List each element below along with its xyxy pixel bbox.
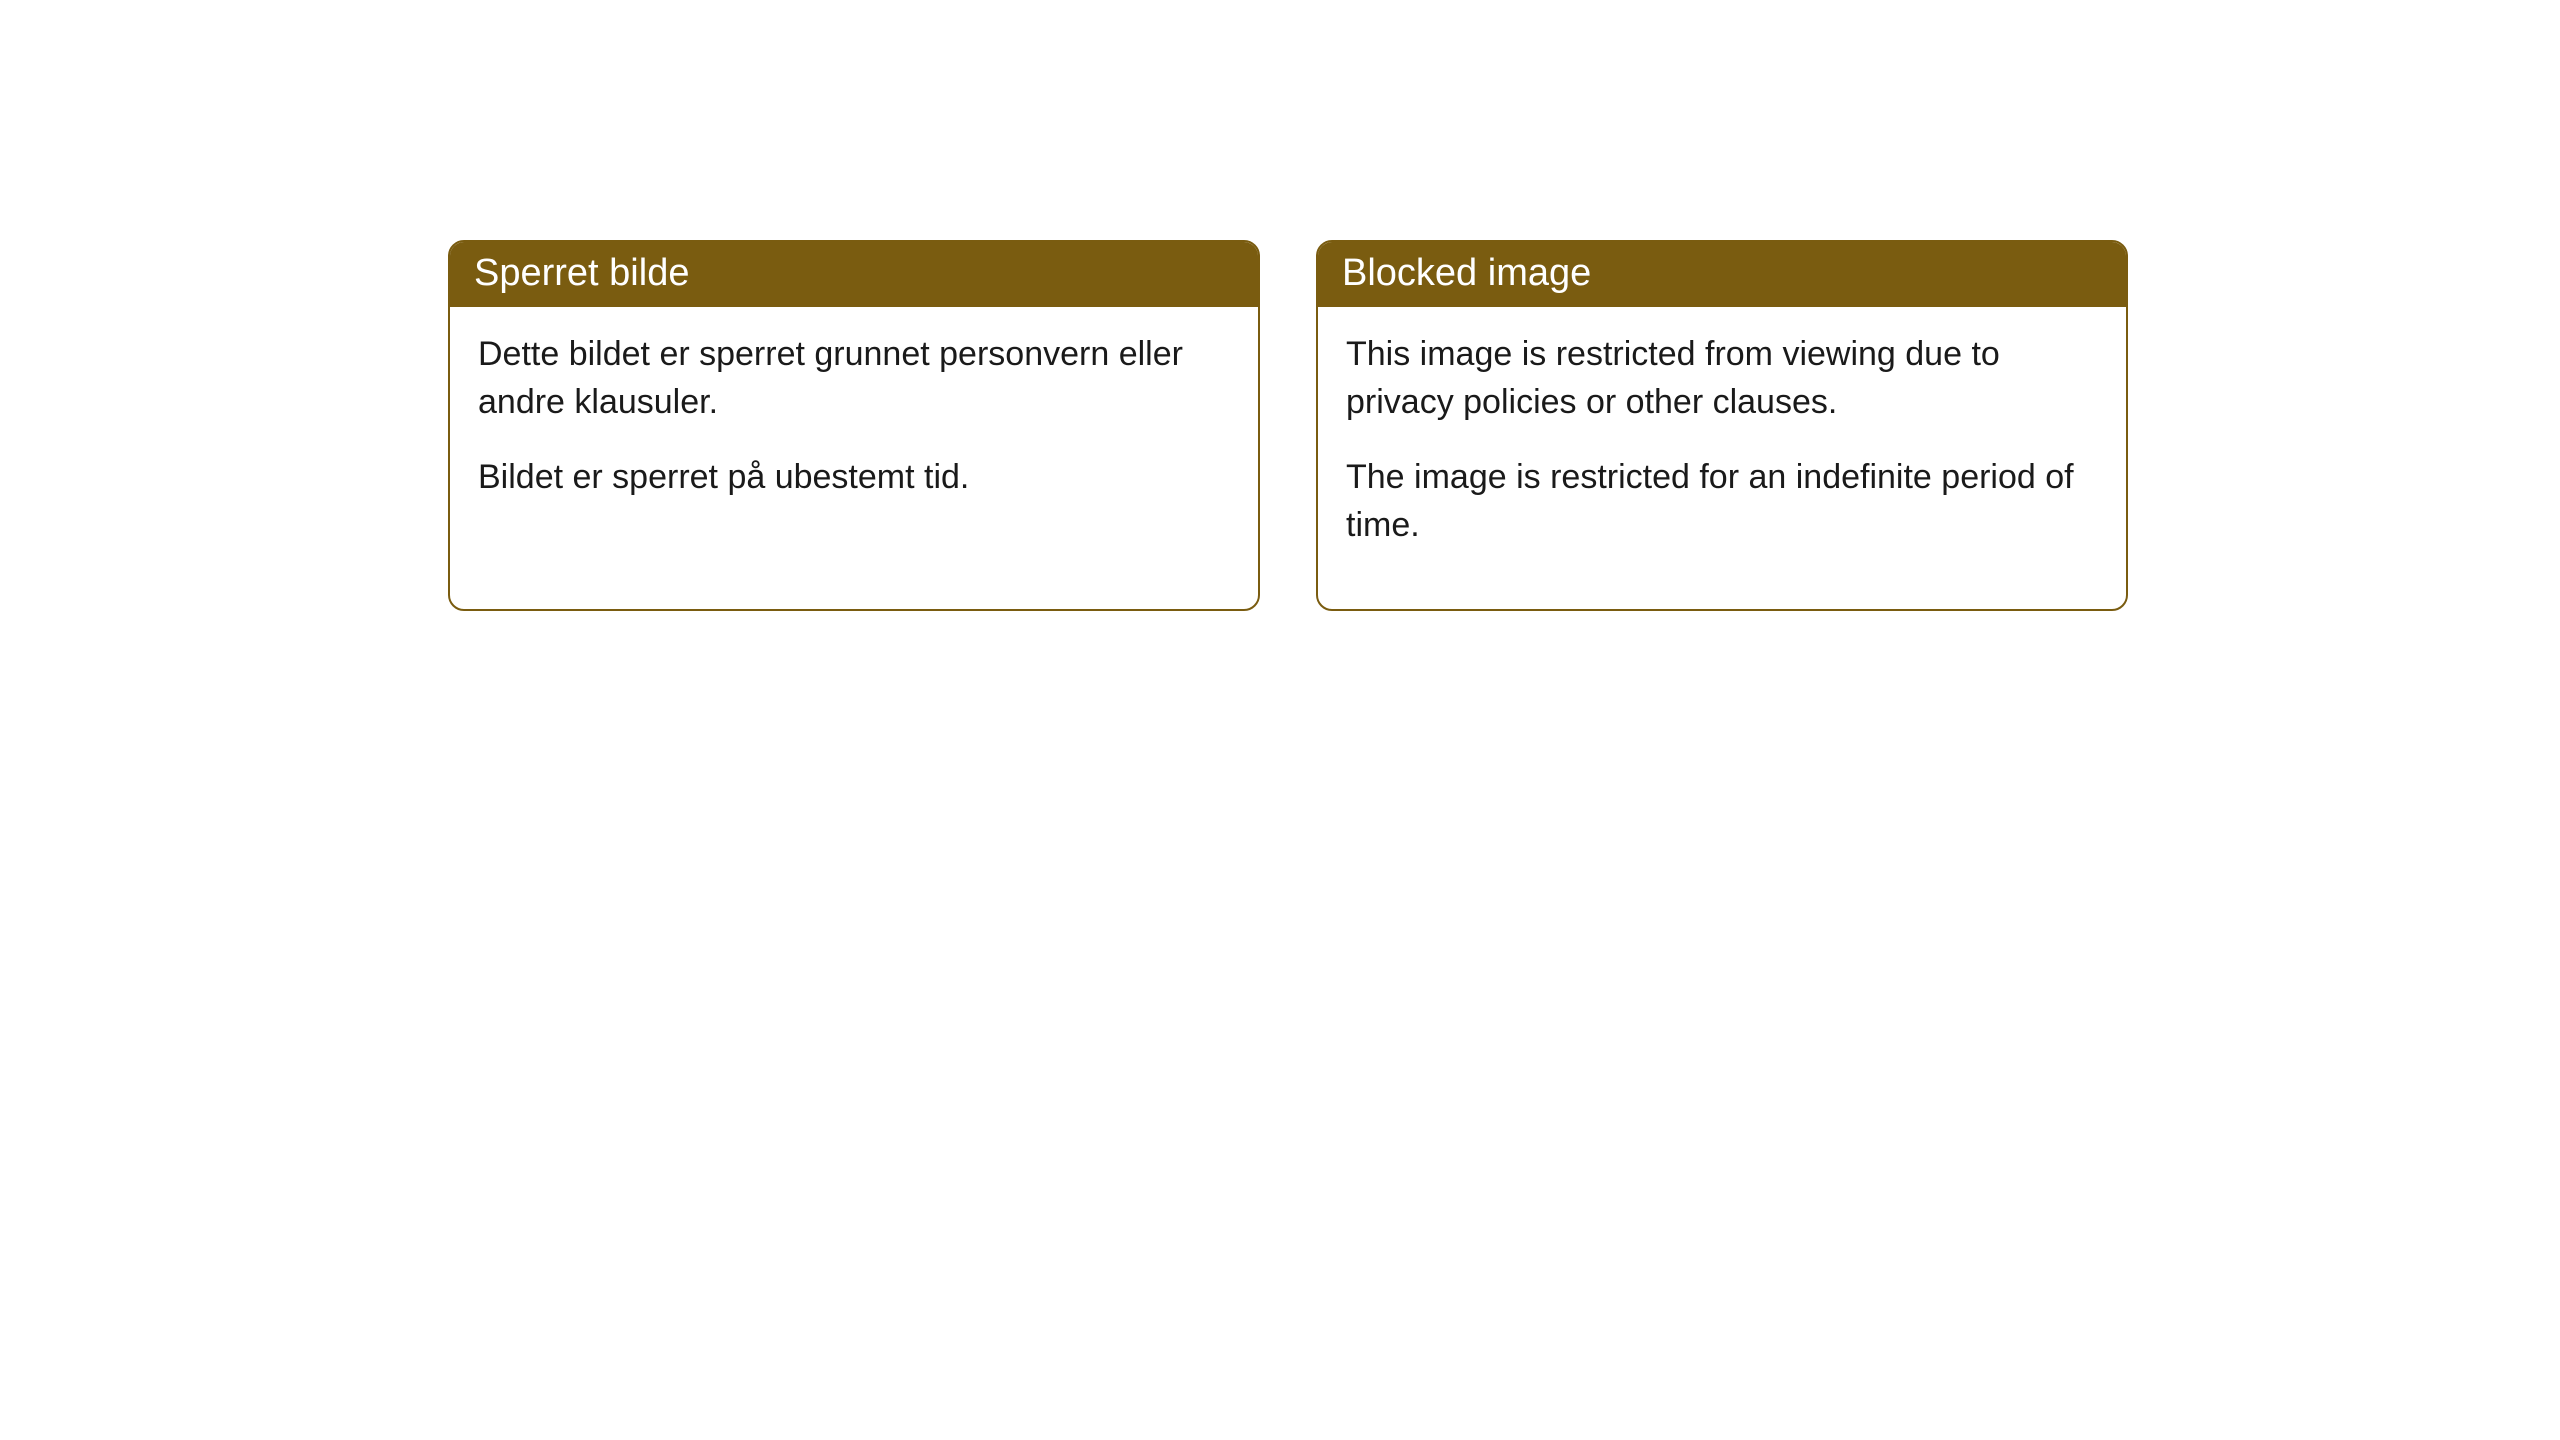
card-paragraph: The image is restricted for an indefinit… [1346,454,2098,549]
notice-card-norwegian: Sperret bilde Dette bildet er sperret gr… [448,240,1260,611]
notice-card-english: Blocked image This image is restricted f… [1316,240,2128,611]
notice-cards-container: Sperret bilde Dette bildet er sperret gr… [448,240,2128,611]
card-body-english: This image is restricted from viewing du… [1318,307,2126,609]
card-header-english: Blocked image [1318,242,2126,307]
card-paragraph: Dette bildet er sperret grunnet personve… [478,331,1230,426]
card-body-norwegian: Dette bildet er sperret grunnet personve… [450,307,1258,562]
card-paragraph: Bildet er sperret på ubestemt tid. [478,454,1230,502]
card-paragraph: This image is restricted from viewing du… [1346,331,2098,426]
card-header-norwegian: Sperret bilde [450,242,1258,307]
